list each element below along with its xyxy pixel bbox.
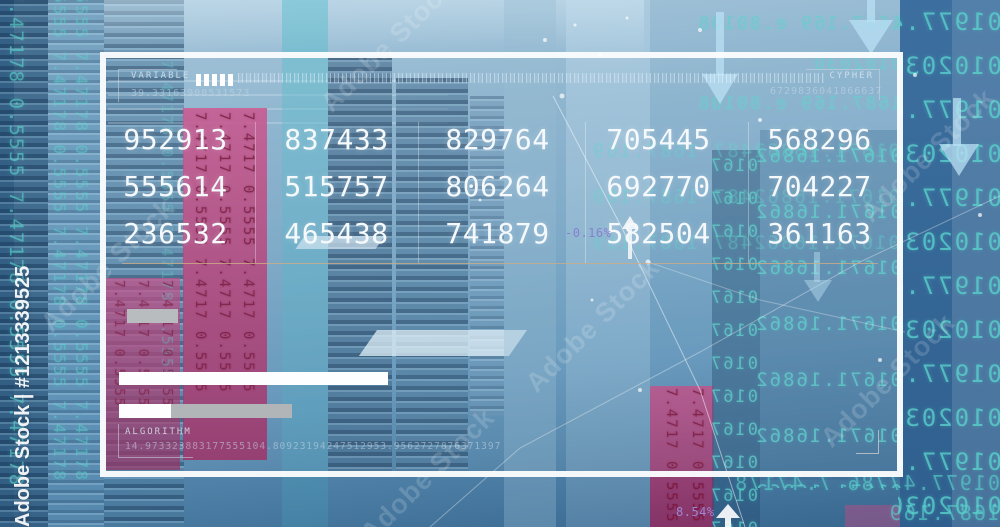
column-separator xyxy=(418,122,419,263)
tick xyxy=(220,74,225,86)
tick-row-bright xyxy=(196,71,236,90)
up-arrow-icon xyxy=(628,229,632,259)
number-grid: 952913 837433 829764 705445 568296 55561… xyxy=(95,116,900,257)
up-arrow-icon xyxy=(725,518,731,527)
down-arrow-icon xyxy=(939,144,979,176)
variable-label: VARIABLE xyxy=(131,71,191,81)
pink-code-column xyxy=(183,108,267,460)
rack-strip xyxy=(396,78,468,477)
down-arrow-icon xyxy=(814,252,820,282)
cypher-label: CYPHER xyxy=(829,71,874,81)
tick-row xyxy=(238,73,824,83)
grid-number: 829764 xyxy=(445,123,550,156)
tick xyxy=(228,74,233,86)
separator-line xyxy=(122,263,878,264)
variable-value: 39.33163908531573 xyxy=(131,88,251,99)
grid-number: 692770 xyxy=(606,170,711,203)
delta-label: -0.16% xyxy=(565,226,612,240)
down-arrow-icon xyxy=(804,280,832,302)
hud-frame xyxy=(100,52,903,477)
up-arrow-icon xyxy=(716,504,740,518)
grid-number: 515757 xyxy=(284,170,389,203)
grid-number: 568296 xyxy=(767,123,872,156)
cypher-bracket xyxy=(806,69,880,100)
glass-pane xyxy=(952,0,1000,527)
grid-number: 361163 xyxy=(767,217,872,250)
algorithm-value: 14.973323883177555104.80923194247512953.… xyxy=(125,441,502,452)
grid-number: 236532 xyxy=(123,217,228,250)
grid-number: 705445 xyxy=(606,123,711,156)
dark-panel-right xyxy=(900,0,1000,527)
rack-strip xyxy=(0,0,48,527)
corner-bracket xyxy=(856,430,879,454)
algorithm-bracket xyxy=(118,424,193,458)
down-arrow-icon xyxy=(716,12,724,76)
tick xyxy=(196,74,201,86)
column-separator xyxy=(255,122,256,263)
grid-number: 806264 xyxy=(445,170,550,203)
rack-strip xyxy=(48,0,104,527)
pink-code-column xyxy=(845,505,905,527)
variable-bracket xyxy=(118,69,177,102)
down-arrow-icon xyxy=(849,20,893,54)
progress-bar xyxy=(119,404,292,418)
ceiling-highlight xyxy=(104,0,644,56)
grid-number: 704227 xyxy=(767,170,872,203)
watermark-vertical-wrap: Adobe Stock | #1213339525 xyxy=(10,266,34,527)
rack-strip xyxy=(328,56,392,477)
cypher-value: 6729836041866637 xyxy=(770,86,883,97)
grid-number: 465438 xyxy=(284,217,389,250)
algorithm-label: ALGORITHM xyxy=(125,427,192,437)
down-arrow-icon xyxy=(702,74,738,104)
wall-panel xyxy=(760,130,900,480)
column-separator xyxy=(748,122,749,263)
grid-number: 582504 xyxy=(606,217,711,250)
grid-number: 741879 xyxy=(445,217,550,250)
column-separator xyxy=(585,122,586,263)
adobe-stock-watermark: Adobe Stock | #1213339525 xyxy=(12,265,34,527)
grid-number: 555614 xyxy=(123,170,228,203)
progress-bar-fill xyxy=(119,404,171,418)
grid-number: 952913 xyxy=(123,123,228,156)
dark-pillar xyxy=(712,150,760,527)
tick xyxy=(212,74,217,86)
down-arrow-icon xyxy=(953,98,961,146)
grid-number: 837433 xyxy=(284,123,389,156)
hud-panel-tint xyxy=(106,58,897,471)
up-arrow-icon xyxy=(622,216,638,229)
down-arrow-icon xyxy=(867,0,875,22)
progress-bar xyxy=(119,372,388,385)
pink-code-column xyxy=(650,386,714,527)
progress-bar xyxy=(127,309,178,323)
tick xyxy=(204,74,209,86)
rack-strip xyxy=(470,96,504,416)
delta-label: 8.54% xyxy=(676,505,715,519)
